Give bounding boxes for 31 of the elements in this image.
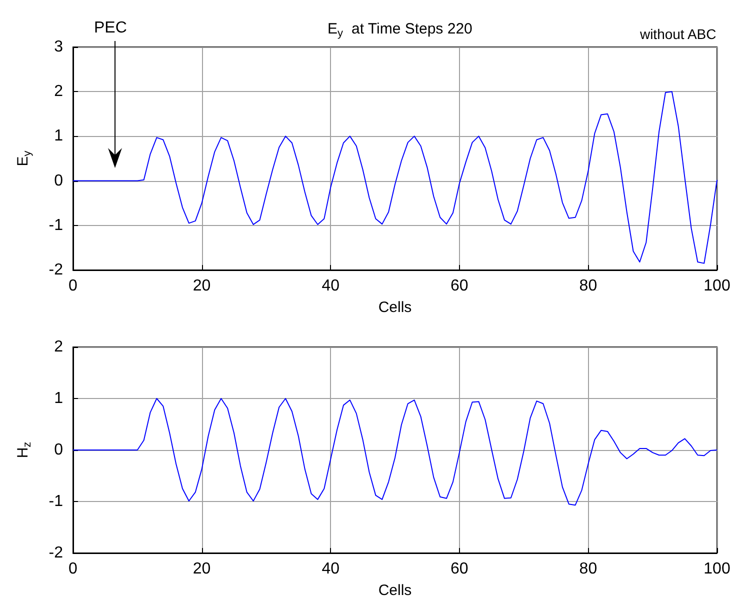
x-tick-label: 20 [192, 278, 211, 294]
x-tick-label: 0 [68, 278, 78, 294]
x-tick-label: 80 [579, 560, 598, 578]
y-tick-label: -1 [48, 216, 64, 234]
x-tick-label: 20 [192, 560, 211, 578]
x-axis-title: Cells [378, 299, 412, 316]
x-tick-label: 100 [704, 560, 730, 578]
line-series [72, 91, 718, 264]
y-tick-label: -1 [48, 493, 64, 510]
x-tick-label: 60 [450, 278, 468, 294]
text: without ABC [638, 26, 716, 42]
x-tick-label: 40 [322, 560, 340, 578]
x-tick-label: 80 [579, 278, 598, 294]
y-tick-label: 0 [54, 172, 64, 190]
y-tick-label: 1 [54, 390, 64, 407]
x-tick-label: 40 [322, 278, 340, 294]
x-tick-label: 100 [704, 278, 730, 294]
x-axis-title: Cells [378, 582, 412, 599]
y-axis-title: Ey [14, 150, 34, 166]
y-axis-title: Hz [14, 442, 34, 458]
y-tick-label: 2 [54, 83, 64, 100]
y-tick-label: 1 [54, 128, 64, 145]
y-tick-label: -2 [48, 262, 64, 278]
y-tick-label: 2 [54, 338, 64, 356]
y-tick-label: 0 [54, 442, 64, 458]
y-tick-label: 3 [54, 38, 64, 56]
x-tick-label: 60 [450, 560, 468, 578]
text: PEC [94, 20, 127, 36]
line-series [72, 398, 718, 506]
x-tick-label: 0 [68, 560, 78, 578]
y-tick-label: -2 [48, 544, 64, 562]
